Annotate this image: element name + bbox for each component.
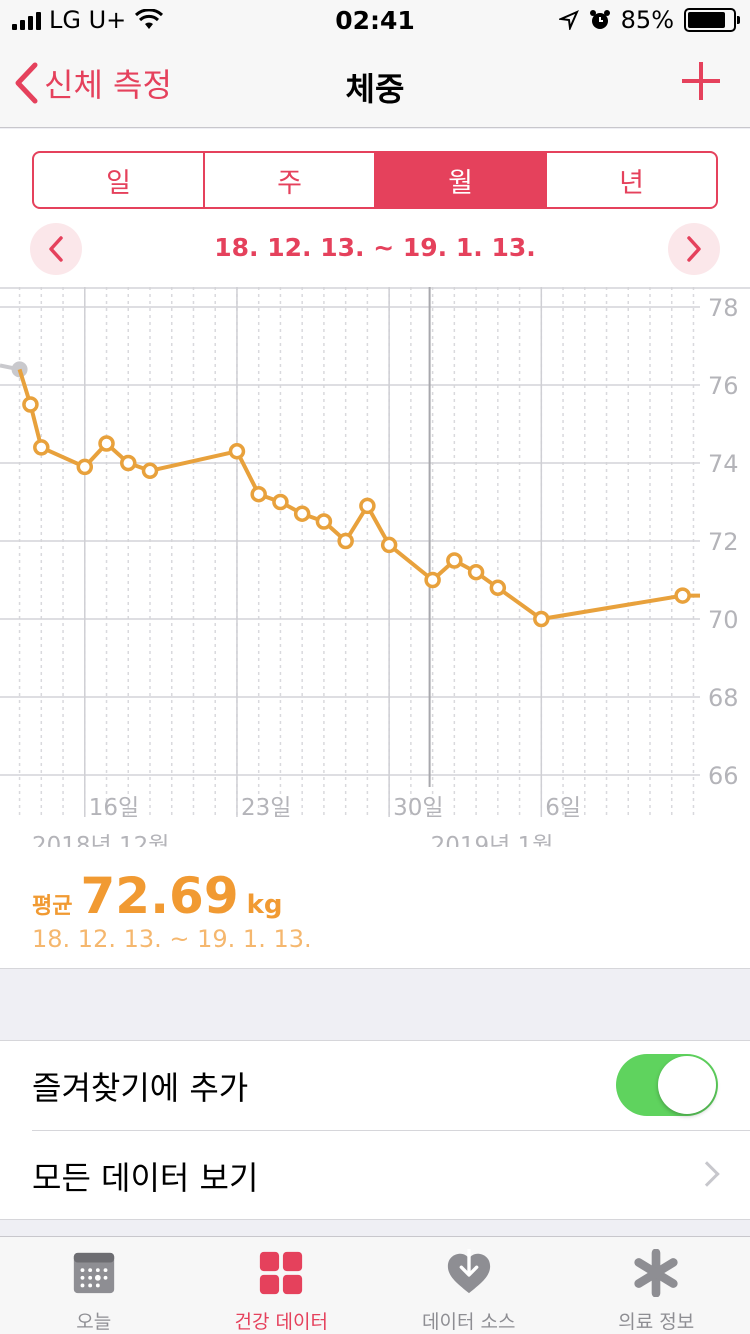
data-point [489,579,507,597]
battery-fill [688,12,726,28]
tab-label: 의료 정보 [618,1311,695,1333]
tab-bar: 오늘 건강 데이터 데이터 소스 의료 정보 [0,1236,750,1334]
data-point [141,462,159,480]
data-point [98,435,115,452]
data-point [446,552,463,569]
data-point [337,532,354,550]
average-label: 평균 [32,894,73,919]
data-point [467,563,485,581]
data-point [120,454,137,472]
battery-percent: 85% [620,6,674,34]
x-tick-label: 30일 [393,795,443,821]
next-range-button[interactable] [668,223,720,275]
tab-label: 건강 데이터 [234,1311,328,1333]
month-label: 2018년 12월 [32,833,169,847]
data-point [76,458,94,476]
battery-icon [684,8,740,32]
weight-line-chart[interactable]: 66 68 70 72 74 76 78 16일 23일 30일 6일 2018년 12월 2019년 … [0,287,750,847]
status-bar: LG U+ 02:41 85% [0,0,750,40]
toggle-knob [658,1056,716,1114]
y-tick-label: 76 [708,372,739,400]
data-point [272,493,289,511]
chevron-right-icon [687,236,701,262]
previous-range-button[interactable] [30,223,82,275]
asterisk-icon [634,1249,678,1297]
wifi-icon [135,9,164,29]
page-title: 체중 [345,70,405,108]
heart-download-icon [447,1249,490,1294]
tab-label: 데이터 소스 [422,1311,516,1333]
y-tick-label: 74 [708,450,739,478]
favorite-label: 즐겨찾기에 추가 [32,1068,249,1107]
y-tick-label: 66 [708,762,739,790]
date-range-navigator: 18. 12. 13. ~ 19. 1. 13. [0,223,750,279]
settings-group: 즐겨찾기에 추가 모든 데이터 보기 [0,1040,750,1220]
x-tick-label: 23일 [241,795,291,821]
alarm-clock-icon [589,10,610,29]
tab-today[interactable]: 오늘 [0,1237,188,1334]
data-point [380,536,398,554]
tab-health-data[interactable]: 건강 데이터 [188,1237,376,1334]
data-point [22,396,39,413]
y-tick-label: 78 [708,294,739,322]
x-tick-label: 6일 [545,795,581,821]
average-range: 18. 12. 13. ~ 19. 1. 13. [32,925,312,953]
navigation-bar: 신체 측정 체중 [0,40,750,128]
tab-data-sources[interactable]: 데이터 소스 [375,1237,563,1334]
status-right: 85% [558,6,740,34]
segment-1[interactable]: 주 [205,153,376,207]
x-tick-label: 16일 [89,795,139,821]
status-time: 02:41 [335,6,415,35]
y-tick-label: 68 [708,684,739,712]
tab-medical-id[interactable]: 의료 정보 [563,1237,750,1334]
data-point [250,485,267,503]
back-label: 신체 측정 [44,66,172,104]
data-point [33,439,50,456]
data-point [228,443,246,460]
signal-icon [12,10,41,30]
y-tick-label: 72 [708,528,739,556]
data-point [315,513,333,530]
add-data-button[interactable] [682,62,720,100]
favorite-toggle[interactable] [616,1054,718,1116]
data-point [533,610,550,628]
location-arrow-icon [558,10,579,30]
grid-icon [260,1251,303,1295]
segment-0[interactable]: 일 [34,153,205,207]
data-point [424,571,441,589]
out-of-range-point [11,361,28,378]
status-left: LG U+ [12,6,164,34]
chevron-left-icon [49,236,63,262]
tab-label: 오늘 [76,1311,112,1333]
y-tick-label: 70 [708,606,739,634]
average-unit: kg [246,890,283,920]
segment-3[interactable]: 년 [619,167,644,199]
date-range-label: 18. 12. 13. ~ 19. 1. 13. [214,233,536,262]
data-point [293,505,311,522]
back-button[interactable]: 신체 측정 [14,60,172,106]
data-point [359,497,376,515]
carrier-label: LG U+ [49,6,127,34]
average-summary: 평균 72.69 kg [32,867,283,925]
segment-2[interactable]: 월 [376,153,547,207]
favorite-row[interactable]: 즐겨찾기에 추가 [32,1041,750,1131]
month-label: 2019년 1월 [431,833,554,847]
chevron-left-icon [15,62,38,104]
average-value: 72.69 [80,867,239,925]
chevron-right-icon [694,1161,720,1187]
all-data-label: 모든 데이터 보기 [32,1159,259,1197]
data-point [674,587,691,604]
all-data-row[interactable]: 모든 데이터 보기 [32,1131,750,1221]
calendar-icon [73,1252,114,1294]
series-line [17,368,700,621]
